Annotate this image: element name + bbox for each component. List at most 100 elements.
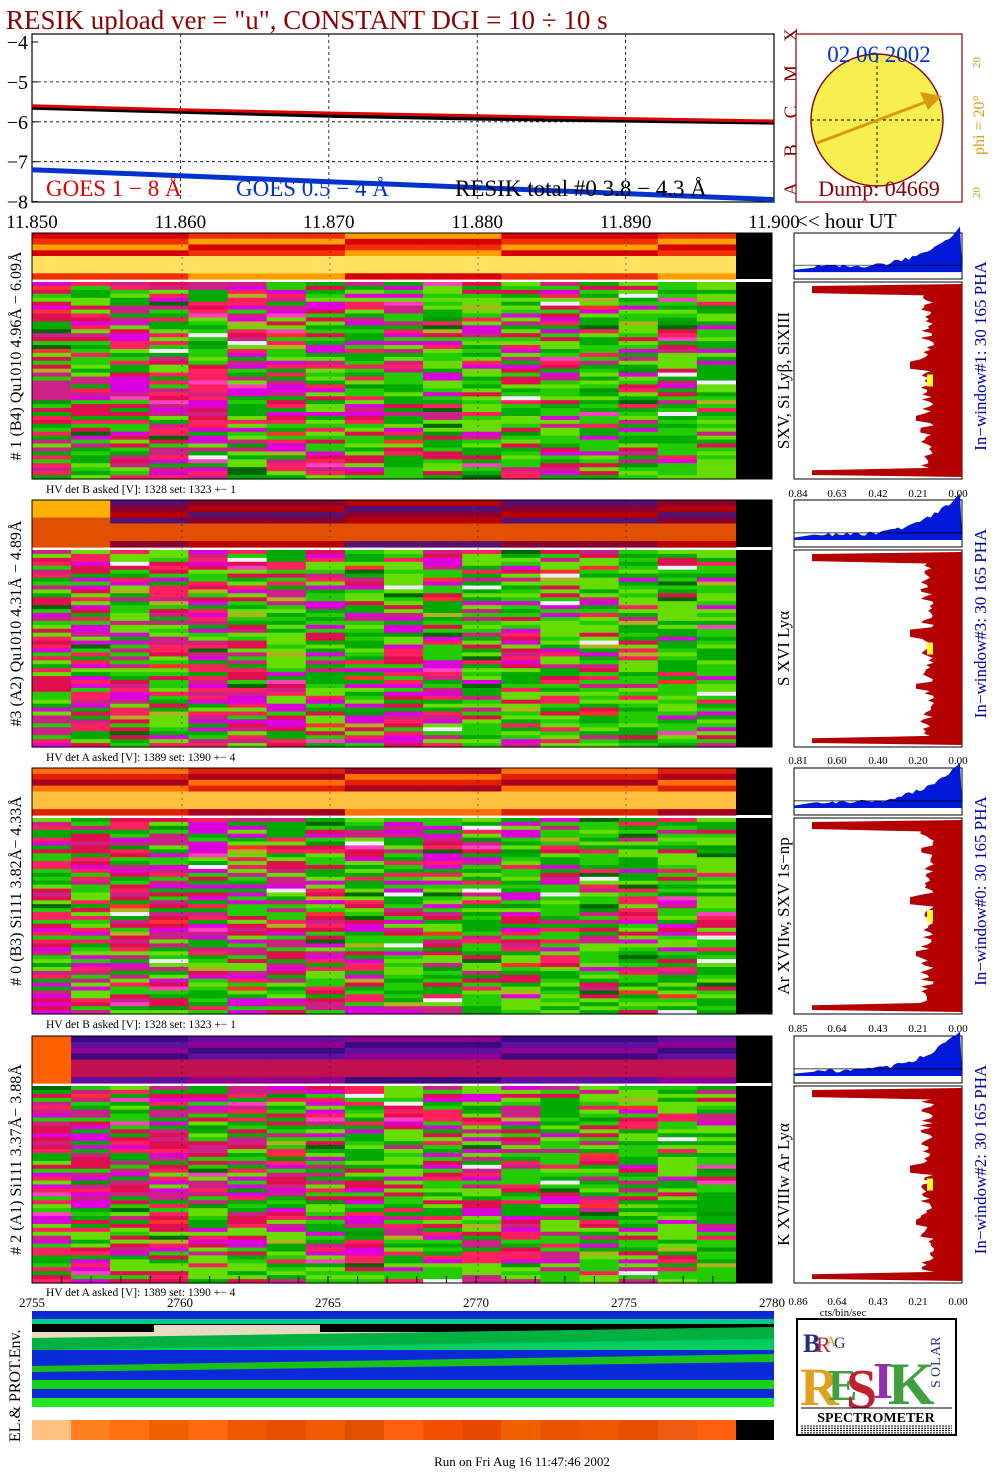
spectrum-cell <box>384 1223 424 1229</box>
spectrum-cell <box>32 372 72 378</box>
spectrum-cell <box>32 1156 72 1162</box>
spectrum-cell <box>149 349 189 354</box>
spectrum-cell <box>696 837 737 843</box>
spectrum-cell <box>305 963 346 968</box>
spectrum-cell <box>696 443 737 448</box>
heat-cell <box>540 1077 581 1084</box>
spectrum-cell <box>696 1133 737 1138</box>
heat-cell <box>227 517 268 525</box>
spectrum-cell <box>618 845 659 850</box>
spectrum-cell <box>657 982 698 988</box>
spectrum-cell <box>501 821 541 827</box>
spectrum-cell <box>227 356 268 362</box>
heat-cell <box>188 261 229 269</box>
spectrum-cell <box>618 416 659 421</box>
spectrum-cell <box>657 325 698 330</box>
spectrum-cell <box>32 557 72 563</box>
heat-cell <box>32 273 72 280</box>
spectrum-cell <box>71 978 111 984</box>
spectrum-cell <box>344 739 385 744</box>
spectrum-cell <box>305 620 346 626</box>
spectrum-cell <box>110 967 150 972</box>
spectrum-cell <box>579 285 620 291</box>
spectrum-cell <box>32 743 72 748</box>
spectrum-cell <box>579 293 620 299</box>
spectrum-cell <box>266 711 307 716</box>
spectrum-cell <box>579 743 620 748</box>
spectrum-cell <box>188 986 229 992</box>
spectrum-cell <box>540 963 581 968</box>
heat-cell <box>266 1053 307 1061</box>
spectrum-cell <box>32 908 72 913</box>
heat-cell <box>696 809 737 816</box>
spectrum-cell <box>579 364 620 370</box>
spectrum-cell <box>32 695 72 701</box>
light-curve-y-ticks: −4−5−6−7−8 <box>7 32 38 214</box>
heat-cell <box>305 511 346 519</box>
heat-cell <box>384 1071 424 1078</box>
spectrum-cell <box>110 305 150 311</box>
spectrum-cell <box>71 648 111 653</box>
spectrum-cell <box>188 715 229 720</box>
spectrum-cell <box>305 1117 346 1122</box>
spectrum-cell <box>266 695 307 701</box>
spectrum-cell <box>423 435 463 441</box>
spectrum-cell <box>110 656 150 661</box>
spectrum-cell <box>266 687 307 693</box>
spectrum-cell <box>188 1212 229 1217</box>
spectrum-cell <box>266 475 307 480</box>
spectrum-cell <box>71 380 111 385</box>
spectrum-cell <box>266 947 307 952</box>
channel-panel-3: # 2 (A1) Si111 3.37Å− 3.88Å K XVIIIw Ar L… <box>7 1031 990 1308</box>
spectrum-cell <box>540 731 581 736</box>
spectrum-cell <box>227 1259 268 1264</box>
spectrum-cell <box>501 825 541 831</box>
spectrum-cell <box>579 431 620 437</box>
spectrum-cell <box>501 908 541 913</box>
spectrum-cell <box>266 1141 307 1146</box>
spectrum-cell <box>344 368 385 374</box>
spectrum-cell <box>657 601 698 606</box>
spectrum-cell <box>32 352 72 358</box>
spectrum-cell <box>266 731 307 736</box>
spectrum-cell <box>266 561 307 567</box>
spectrum-cell <box>618 652 659 657</box>
spectrum-cell <box>462 1243 502 1249</box>
heat-cell <box>110 517 150 525</box>
heat-cell <box>71 535 111 542</box>
environment-label: EL.& PROT.Env. <box>7 1330 24 1442</box>
spectrum-cell <box>696 865 737 870</box>
spectrum-cell <box>110 364 150 370</box>
spectrum-cell <box>227 349 268 354</box>
spectrum-cell <box>501 841 541 846</box>
spectrum-cell <box>305 617 346 622</box>
spectrum-cell <box>188 593 229 598</box>
spectrum-cell <box>71 982 111 988</box>
heat-cell <box>618 505 659 513</box>
spectrum-cell <box>696 352 737 358</box>
spectrum-cell <box>227 589 268 594</box>
spectrum-cell <box>149 1145 189 1150</box>
spectrum-cell <box>71 360 111 366</box>
spectrum-cell <box>657 731 698 736</box>
spectrum-cell <box>462 845 502 850</box>
spectrum-cell <box>384 1184 424 1189</box>
spectrum-cell <box>32 313 72 318</box>
spectrum-cell <box>462 597 502 602</box>
heat-cell <box>110 511 150 519</box>
spectrum-cell <box>110 923 150 929</box>
spectrum-cell <box>344 947 385 952</box>
spectrum-cell <box>657 963 698 968</box>
spectrum-cell <box>423 703 463 709</box>
env-strip-cell <box>618 1420 659 1440</box>
spectrum-cell <box>384 849 424 854</box>
spectrum-cell <box>32 364 72 370</box>
spectrum-cell <box>227 620 268 626</box>
spectrum-cell <box>618 613 659 618</box>
spectrum-cell <box>110 285 150 291</box>
spectrum-cell <box>305 644 346 650</box>
spectrum-cell <box>32 1117 72 1122</box>
heat-cell <box>71 523 111 530</box>
spectrum-cell <box>266 565 307 571</box>
spectrum-cell <box>423 581 463 586</box>
